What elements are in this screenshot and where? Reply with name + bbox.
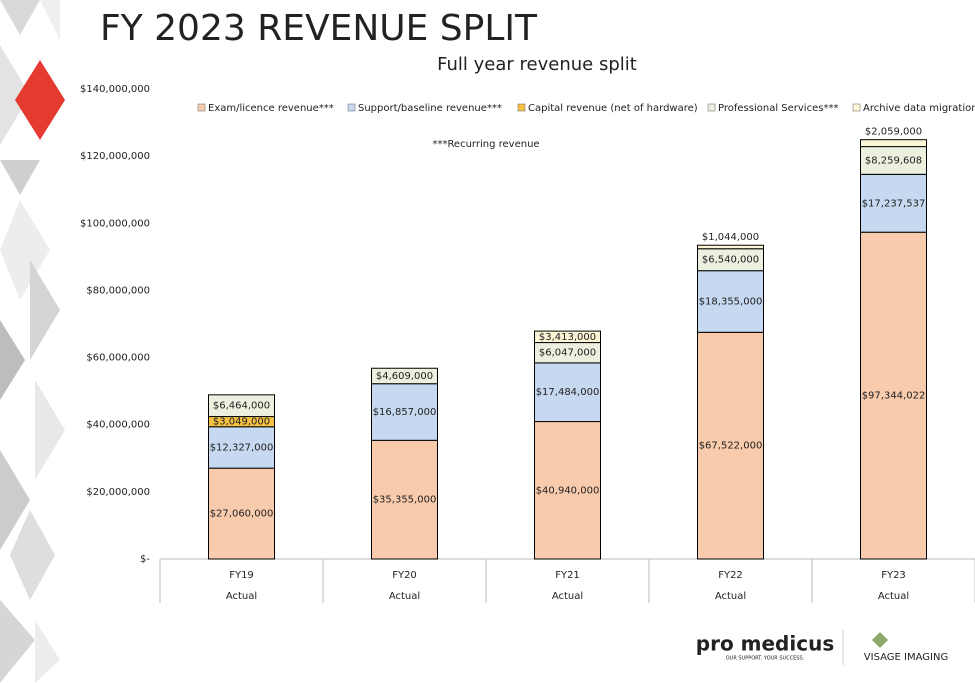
legend-label: Archive data migration [863,103,975,114]
bar-segment [860,231,927,560]
legend-label: Support/baseline revenue*** [358,103,502,114]
y-tick-label: $60,000,000 [86,353,150,364]
y-tick-label: $140,000,000 [80,84,150,95]
x-tick-label: FY20 [392,570,417,581]
logo-tagline: OUR SUPPORT. YOUR SUCCESS. [726,656,805,662]
bar-segment [371,439,438,560]
bar-segment [534,330,601,344]
data-label: $97,344,022 [862,391,926,402]
data-label: $2,059,000 [865,127,922,138]
legend-label: Capital revenue (net of hardware) [528,103,698,114]
title: FY 2023 REVENUE SPLIT [100,8,538,49]
bar-segment [208,426,275,469]
data-label: $6,464,000 [213,401,270,412]
logo-visage: VISAGE IMAGING [864,652,948,663]
bar-segment [697,270,764,333]
data-label: $4,609,000 [376,371,433,382]
data-label: $17,484,000 [536,387,600,398]
y-tick-label: $120,000,000 [80,151,150,162]
data-label: $12,327,000 [210,442,274,453]
legend-swatch [707,103,716,112]
bar-segment [371,383,438,441]
data-label: $67,522,000 [699,441,763,452]
y-tick-label: $40,000,000 [86,420,150,431]
logo-icon [872,632,888,648]
y-tick-label: $20,000,000 [86,487,150,498]
x-tick-sublabel: Actual [389,591,420,602]
data-label: $27,060,000 [210,509,274,520]
data-label: $18,355,000 [699,297,763,308]
bar-segment [697,331,764,560]
subtitle: Full year revenue split [437,54,637,75]
bar-segment [371,367,438,385]
data-label: $1,044,000 [702,232,759,243]
data-label: $3,049,000 [213,417,270,428]
data-label: $6,047,000 [539,348,596,359]
data-label: $17,237,537 [862,198,926,209]
bar-segment [697,244,764,250]
bar-segment [208,394,275,418]
data-label: $35,355,000 [373,495,437,506]
x-tick-label: FY22 [718,570,743,581]
y-tick-label: $100,000,000 [80,218,150,229]
x-tick-sublabel: Actual [552,591,583,602]
y-tick-label: $- [140,554,150,565]
data-label: $40,940,000 [536,485,600,496]
x-tick-sublabel: Actual [878,591,909,602]
logo-promedicus: pro medicus [696,632,834,656]
data-label: $3,413,000 [539,332,596,343]
data-label: $8,259,608 [865,155,922,166]
decoration [0,0,65,683]
y-tick-label: $80,000,000 [86,285,150,296]
data-label: $16,857,000 [373,407,437,418]
legend-label: Exam/licence revenue*** [208,103,334,114]
legend-swatch [197,103,206,112]
legend-swatch [852,103,861,112]
x-tick-sublabel: Actual [715,591,746,602]
x-tick-sublabel: Actual [226,591,257,602]
x-tick-label: FY21 [555,570,580,581]
legend-swatch [517,103,526,112]
legend-label: Professional Services*** [718,103,838,114]
annotation: ***Recurring revenue [432,139,539,150]
legend-swatch [347,103,356,112]
data-label: $6,540,000 [702,255,759,266]
x-tick-label: FY19 [229,570,254,581]
bar-segment [860,139,927,148]
x-tick-label: FY23 [881,570,906,581]
bar-segment [534,362,601,423]
